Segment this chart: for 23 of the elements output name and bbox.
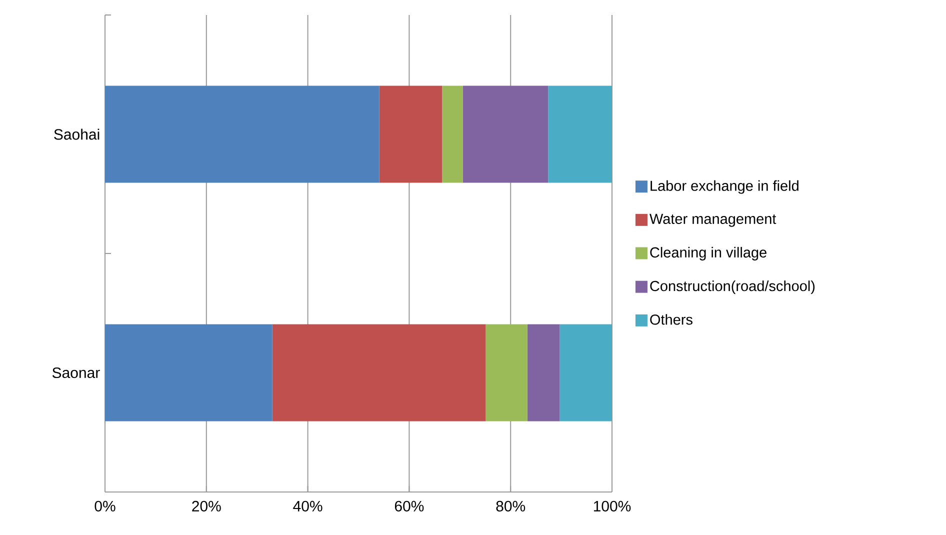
x-tick-label: 80% <box>496 500 526 512</box>
x-tick-label: 60% <box>394 500 424 512</box>
bar <box>486 324 528 422</box>
legend-label: Labor exchange in field <box>650 180 798 194</box>
y-tick-label: Saonar <box>52 367 100 378</box>
legend-label: Water management <box>650 214 776 227</box>
x-tick-label: 0% <box>94 500 116 512</box>
y-tick-label: Saohai <box>54 128 100 140</box>
bar <box>548 86 612 183</box>
x-tick-label: 40% <box>293 500 322 512</box>
bar <box>527 324 560 422</box>
bar <box>560 324 612 422</box>
bar <box>105 324 272 422</box>
legend-label: Construction(road/school) <box>650 280 815 294</box>
legend-label: Cleaning in village <box>650 246 766 260</box>
bar <box>105 86 380 183</box>
bar <box>442 86 463 183</box>
x-tick-label: 20% <box>192 500 221 512</box>
legend-label: Others <box>650 314 692 325</box>
bar <box>272 324 486 422</box>
x-tick-label: 100% <box>594 500 631 512</box>
bar <box>379 86 442 183</box>
bar <box>462 86 548 183</box>
